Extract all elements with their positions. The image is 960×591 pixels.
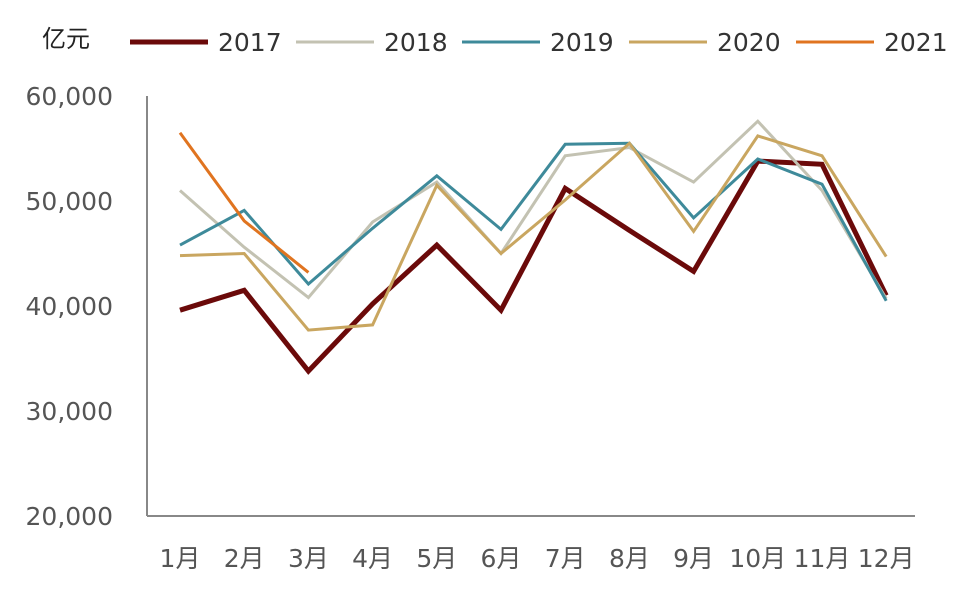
series-layer: [178, 119, 889, 375]
series-line-2020: [179, 134, 888, 332]
x-tick-label: 9月: [673, 544, 714, 573]
y-tick-label: 60,000: [26, 82, 113, 111]
legend-label-2019: 2019: [550, 28, 614, 57]
legend-label-2020: 2020: [717, 28, 781, 57]
x-tick-label: 10月: [729, 544, 786, 573]
y-tick-label: 50,000: [26, 187, 113, 216]
x-tick-label: 8月: [609, 544, 650, 573]
series-line-2021: [178, 131, 310, 274]
y-tick-label: 40,000: [26, 292, 113, 321]
series-line-2017: [179, 158, 889, 375]
x-tick-label: 4月: [352, 544, 393, 573]
legend-label-2021: 2021: [884, 28, 948, 57]
x-tick-label: 6月: [481, 544, 522, 573]
x-tick-label: 5月: [416, 544, 457, 573]
y-tick-label: 30,000: [26, 397, 113, 426]
x-tick-label: 11月: [794, 544, 851, 573]
series-line-2019: [179, 141, 888, 302]
y-tick-label: 20,000: [26, 502, 113, 531]
legend: 亿元 2017 2018 2019 2020 2021: [42, 25, 948, 57]
legend-label-2018: 2018: [384, 28, 448, 57]
x-tick-label: 12月: [858, 544, 915, 573]
x-tick-label: 2月: [224, 544, 265, 573]
series-line-2018: [179, 119, 888, 300]
unit-label: 亿元: [42, 25, 90, 53]
x-tick-label: 7月: [545, 544, 586, 573]
x-tick-label: 3月: [288, 544, 329, 573]
x-tick-label: 1月: [160, 544, 201, 573]
legend-label-2017: 2017: [218, 28, 282, 57]
axes: 20,000 30,000 40,000 50,000 60,000 1月 2月 3月 4月 5月…: [26, 82, 915, 573]
